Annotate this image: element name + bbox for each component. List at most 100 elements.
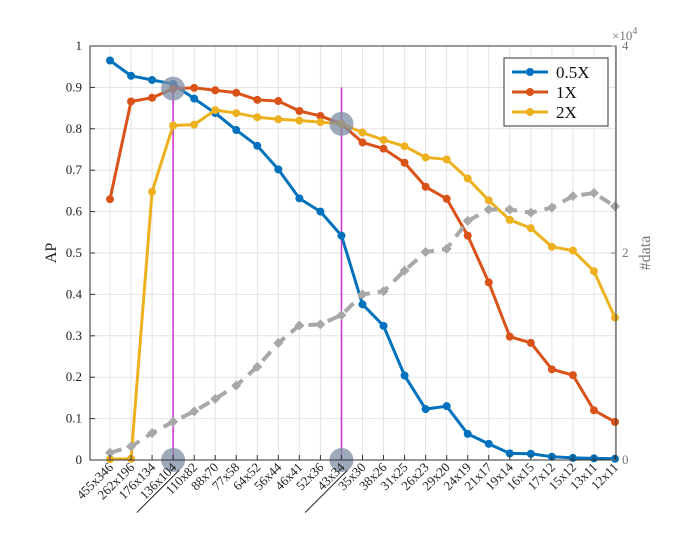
data-point (442, 155, 451, 164)
data-point (190, 120, 199, 129)
data-point (316, 207, 325, 216)
data-point (526, 449, 535, 458)
data-point (168, 416, 179, 427)
data-point (484, 439, 493, 448)
y-axis-label: AP (43, 243, 60, 264)
y-tick-label: 0.2 (66, 369, 82, 384)
x-tick-underline (304, 469, 348, 513)
y2-tick-label: 4 (622, 38, 629, 53)
data-point (358, 138, 367, 147)
data-point (420, 246, 431, 257)
data-point (274, 97, 283, 106)
data-point (589, 267, 598, 276)
data-point (547, 242, 556, 251)
data-point (379, 144, 388, 153)
legend-marker (526, 88, 534, 96)
data-point (295, 194, 304, 203)
data-point (567, 191, 578, 202)
data-point (148, 187, 157, 196)
y2-tick-label: 0 (622, 452, 629, 467)
left-axis: 0 0.1 0.2 0.3 0.4 0.5 0.6 0.7 0.8 0.9 1 (66, 38, 95, 467)
data-point (611, 313, 619, 322)
data-point (253, 141, 262, 150)
y2-exponent-base: ×10 (612, 28, 632, 43)
data-point (526, 338, 535, 347)
data-point (210, 393, 221, 404)
data-point (546, 202, 557, 213)
legend-marker (526, 108, 534, 116)
y2-axis-label: #data (637, 236, 654, 271)
y2-exponent-power: 4 (632, 26, 637, 37)
data-point (484, 278, 493, 287)
data-point (589, 406, 598, 415)
data-point (231, 380, 242, 391)
data-point (483, 204, 494, 215)
data-point (232, 126, 241, 135)
highlight-marker-top (329, 111, 354, 136)
data-point (232, 109, 241, 118)
legend-marker (526, 68, 534, 76)
data-point (610, 201, 620, 212)
data-point (105, 447, 115, 458)
highlight-lines (172, 87, 343, 460)
data-point (441, 243, 452, 254)
y2-exponent-label: ×104 (612, 26, 637, 43)
data-point (106, 56, 114, 65)
legend-label: 2X (556, 103, 577, 122)
legend-label: 0.5X (556, 63, 590, 82)
data-point (358, 300, 367, 309)
y2-tick-label: 2 (622, 245, 629, 260)
data-point (148, 75, 157, 84)
data-point (295, 106, 304, 115)
data-point (147, 428, 158, 439)
data-point (211, 106, 220, 115)
data-point (357, 289, 368, 300)
highlight-layer (161, 76, 354, 472)
data-point (588, 187, 599, 198)
data-point (106, 195, 114, 204)
data-point (378, 286, 389, 297)
data-point (358, 128, 367, 137)
y-tick-label: 1 (76, 38, 83, 53)
data-point (169, 121, 178, 130)
data-point (421, 153, 430, 162)
data-point (505, 332, 514, 341)
data-point (253, 113, 262, 122)
data-point (611, 417, 619, 426)
legend-label: 1X (556, 83, 577, 102)
legend-entry: 2X (512, 103, 577, 122)
data-point (336, 310, 347, 321)
data-point (252, 361, 263, 372)
data-point (190, 94, 199, 103)
series-2X (106, 106, 619, 464)
data-point (505, 449, 514, 458)
y-tick-label: 0.1 (66, 411, 82, 426)
data-point (379, 135, 388, 144)
x-tick-underline (136, 469, 180, 513)
data-point (421, 182, 430, 191)
data-point (505, 215, 514, 224)
data-point (400, 158, 409, 167)
data-point (189, 406, 200, 417)
data-point (211, 86, 220, 95)
data-point (442, 194, 451, 203)
data-point (504, 204, 515, 215)
highlight-marker-top (161, 76, 186, 101)
data-point (547, 365, 556, 374)
data-point (421, 405, 430, 414)
data-point (148, 93, 157, 102)
y-tick-label: 0.7 (66, 162, 83, 177)
data-point (294, 320, 305, 331)
legend-entry: 0.5X (512, 63, 590, 82)
data-point (463, 429, 472, 438)
data-point (525, 207, 536, 218)
y-tick-label: 0.9 (66, 79, 82, 94)
data-point (526, 224, 535, 233)
data-point (484, 196, 493, 205)
data-point (462, 215, 473, 226)
data-point (400, 142, 409, 151)
y-tick-label: 0.4 (66, 286, 83, 301)
y-tick-label: 0.5 (66, 245, 82, 260)
data-point (273, 338, 284, 349)
